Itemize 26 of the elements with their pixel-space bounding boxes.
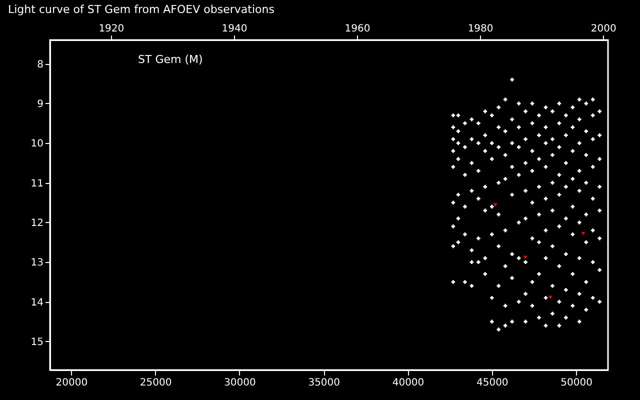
y-tick-label: 9 [37,98,44,110]
x-tick-label: 50000 [560,378,592,388]
y-tick-label: 8 [37,59,44,70]
chart-title: Light curve of ST Gem from AFOEV observations [8,3,275,16]
x2-tick-label: 1920 [98,24,124,34]
x-tick-label: 25000 [140,378,172,388]
x-tick-label: 30000 [224,378,256,388]
x-tick-label: 20000 [56,378,88,388]
point [581,232,586,236]
x2-tick-label: 1940 [222,24,248,34]
y-tick-label: 12 [30,218,44,229]
y-tick-label: 10 [30,138,44,150]
point [494,203,498,207]
x-tick-label: 35000 [308,378,340,388]
x-tick-label: 45000 [476,378,508,388]
x2-tick-label: 1960 [344,24,370,34]
point [523,256,528,259]
point [548,296,552,300]
x2-tick-label: 2000 [590,24,616,34]
y-tick-label: 15 [30,336,44,348]
y-tick-label: 11 [30,178,44,190]
y-tick-label: 13 [30,258,44,269]
annotation: ST Gem (M) [138,53,203,66]
y-tick-label: 14 [30,297,44,308]
x-tick-label: 40000 [392,378,424,388]
x2-tick-label: 1980 [468,24,494,34]
